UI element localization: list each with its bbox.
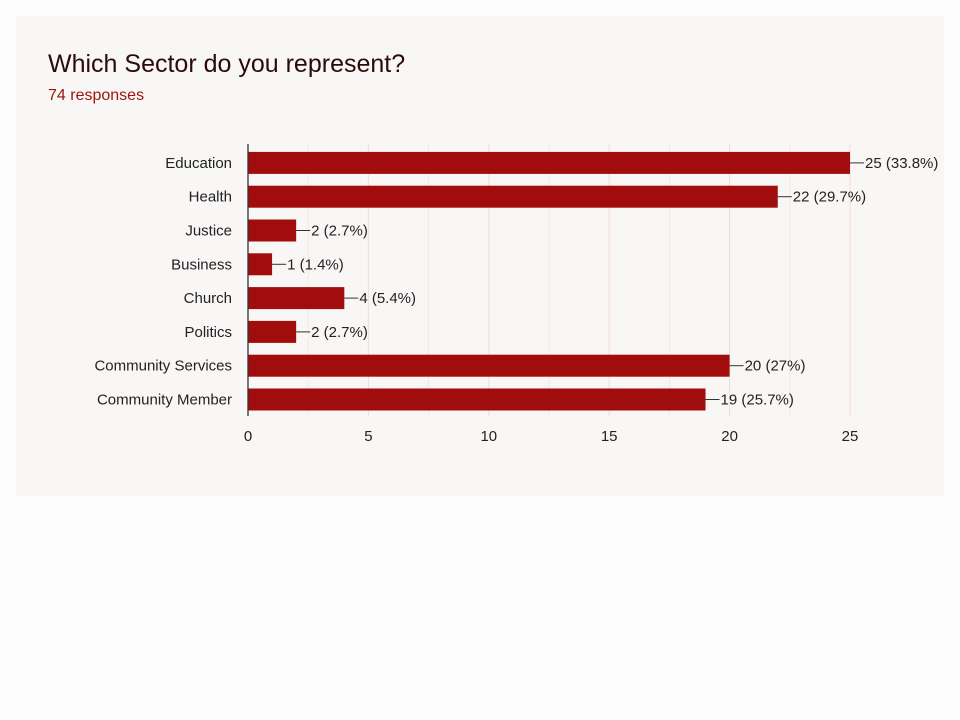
bar — [248, 287, 345, 310]
category-label: Justice — [185, 223, 232, 240]
x-tick-label: 0 — [244, 428, 252, 445]
data-label: 25 (33.8%) — [865, 155, 938, 172]
category-label: Politics — [184, 324, 232, 341]
bar — [248, 354, 730, 377]
category-label: Church — [184, 290, 232, 307]
x-tick-label: 15 — [601, 428, 618, 445]
bar-chart: Education 25 (33.8%) Health 22 (29.7%) Justi… — [94, 144, 938, 445]
response-count: 74 responses — [48, 87, 145, 104]
data-label: 19 (25.7%) — [721, 392, 794, 409]
chart-card: Which Sector do you represent? 74 respon… — [16, 16, 944, 496]
data-label: 2 (2.7%) — [311, 223, 368, 240]
category-label: Community Services — [94, 358, 232, 375]
data-label: 2 (2.7%) — [311, 324, 368, 341]
category-label: Education — [165, 155, 232, 172]
bar — [248, 388, 706, 411]
chart-title: Which Sector do you represent? — [48, 50, 406, 78]
x-tick-label: 10 — [480, 428, 497, 445]
bar — [248, 151, 850, 174]
bar — [248, 320, 297, 343]
data-label: 22 (29.7%) — [793, 189, 866, 206]
category-label: Community Member — [97, 392, 232, 409]
bar — [248, 253, 273, 276]
data-label: 4 (5.4%) — [359, 290, 416, 307]
category-label: Health — [189, 189, 232, 206]
bar — [248, 219, 297, 242]
category-label: Business — [171, 256, 232, 273]
x-tick-label: 25 — [842, 428, 859, 445]
x-tick-label: 5 — [364, 428, 372, 445]
data-label: 1 (1.4%) — [287, 256, 344, 273]
data-label: 20 (27%) — [745, 358, 806, 375]
x-tick-label: 20 — [721, 428, 738, 445]
bar — [248, 185, 778, 208]
